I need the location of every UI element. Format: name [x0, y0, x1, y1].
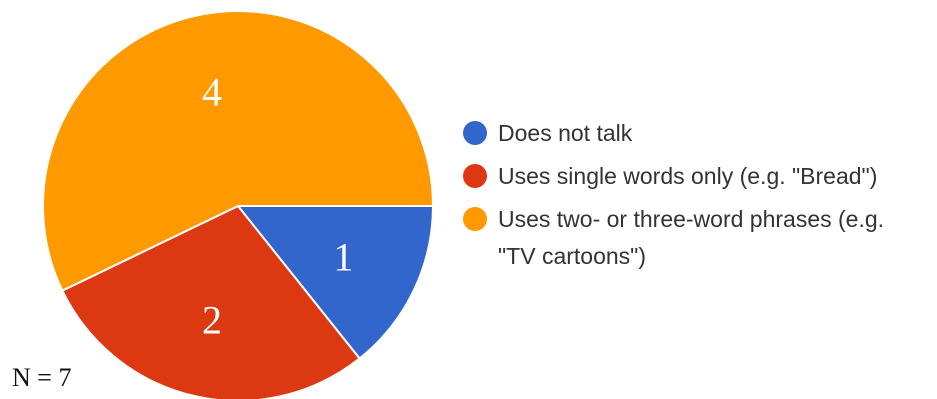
- pie-slice-2: [60, 204, 361, 399]
- legend-swatch-3: [463, 207, 487, 231]
- pie-slice-3: [42, 10, 435, 292]
- pie-slice-1: [235, 205, 435, 360]
- legend-label-3: Uses two- or three-word phrases (e.g.: [498, 206, 884, 232]
- pie-slice-value-label: 1: [333, 234, 353, 279]
- legend-swatch-2: [463, 164, 487, 188]
- legend-label-3: "TV cartoons"): [498, 243, 646, 269]
- sample-size-annotation: N = 7: [12, 363, 71, 392]
- pie-slice-value-label: 2: [202, 298, 222, 343]
- pie-slices: [42, 10, 435, 399]
- legend-label-1: Does not talk: [498, 120, 633, 146]
- legend-label-2: Uses single words only (e.g. "Bread"): [498, 163, 877, 189]
- legend-swatch-1: [463, 121, 487, 145]
- pie-slice-value-label: 4: [202, 69, 222, 114]
- legend: Does not talk Uses single words only (e.g…: [463, 120, 884, 269]
- pie-slice-labels: 1 2 4: [202, 69, 353, 342]
